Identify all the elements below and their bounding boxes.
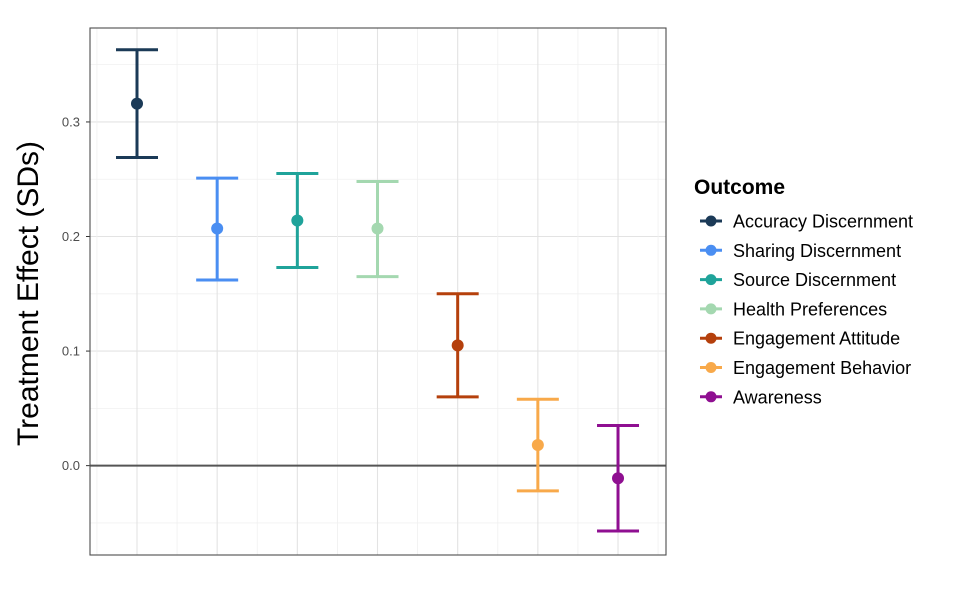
legend-item: Engagement Behavior	[700, 358, 911, 378]
legend-item: Health Preferences	[700, 299, 887, 319]
y-tick-label: 0.0	[62, 458, 80, 473]
point-estimate	[371, 222, 384, 235]
error-bar-marks	[116, 48, 640, 533]
y-tick-label: 0.1	[62, 344, 80, 359]
error-bar-engagement-attitude	[436, 292, 479, 399]
legend-label: Health Preferences	[733, 299, 887, 319]
error-bar-health-preferences	[356, 180, 399, 279]
y-tick-label: 0.3	[62, 114, 80, 129]
grid	[90, 28, 666, 555]
legend-item: Sharing Discernment	[700, 241, 901, 261]
legend-label: Sharing Discernment	[733, 241, 901, 261]
legend-item: Engagement Attitude	[700, 329, 900, 349]
legend: Outcome Accuracy Discernment Sharing Disc…	[694, 176, 913, 407]
legend-key-point	[705, 215, 717, 227]
legend-item: Source Discernment	[700, 270, 896, 290]
point-estimate	[451, 339, 464, 352]
legend-key-point	[705, 362, 717, 373]
point-estimate	[211, 222, 224, 235]
legend-label: Engagement Attitude	[733, 329, 900, 349]
legend-item: Awareness	[700, 387, 822, 407]
legend-title: Outcome	[694, 176, 785, 199]
error-bar-accuracy-discernment	[116, 48, 158, 159]
y-tick-label: 0.2	[62, 229, 80, 244]
legend-item: Accuracy Discernment	[700, 212, 913, 232]
error-bar-engagement-behavior	[516, 397, 559, 493]
y-axis: 0.0 0.1 0.2 0.3	[62, 114, 90, 473]
plot-panel-border	[89, 27, 667, 556]
point-estimate	[131, 97, 143, 110]
legend-key-point	[705, 303, 717, 315]
legend-items: Accuracy Discernment Sharing Discernment S…	[700, 212, 913, 407]
legend-key-point	[705, 274, 717, 286]
legend-label: Accuracy Discernment	[733, 212, 913, 232]
point-estimate	[612, 472, 625, 485]
legend-label: Source Discernment	[733, 270, 896, 290]
legend-label: Awareness	[733, 387, 822, 407]
legend-key-point	[705, 391, 717, 403]
y-axis-label: Treatment Effect (SDs)	[12, 141, 45, 446]
legend-label: Engagement Behavior	[733, 358, 911, 378]
legend-key-point	[705, 244, 717, 256]
error-bar-sharing-discernment	[196, 176, 239, 282]
legend-key-point	[705, 332, 717, 344]
error-bar-awareness	[597, 424, 640, 533]
error-bar-source-discernment	[276, 171, 319, 269]
point-estimate	[291, 214, 304, 227]
point-estimate	[531, 439, 544, 452]
